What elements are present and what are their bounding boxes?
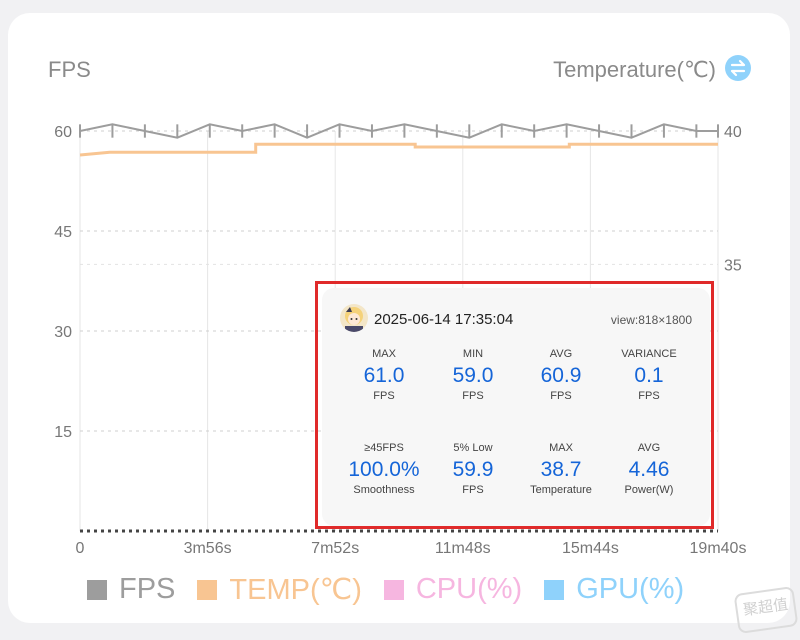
legend-label-temp: TEMP(℃) bbox=[229, 574, 362, 606]
temperature-axis-title: Temperature(℃) bbox=[553, 57, 716, 82]
legend-swatch-gpu bbox=[544, 579, 565, 600]
stat-fps-max: MAX 61.0 FPS bbox=[334, 348, 434, 402]
stat-fps-min: MIN 59.0 FPS bbox=[423, 348, 523, 402]
stat-label: VARIANCE bbox=[621, 348, 677, 360]
stat-value: 59.9 bbox=[452, 458, 494, 481]
stat-label: AVG bbox=[549, 348, 573, 360]
capture-datetime: 2025-06-14 17:35:04 bbox=[374, 311, 514, 328]
stat-label: MIN bbox=[462, 348, 484, 360]
legend-swatch-fps bbox=[87, 579, 107, 600]
y-left-tick-label: 15 bbox=[54, 424, 72, 441]
stat-label: ≥45FPS bbox=[364, 442, 404, 454]
summary-panel: 2025-06-14 17:35:04 view:818×1800 MAX 61… bbox=[322, 288, 710, 526]
stat-unit: Smoothness bbox=[353, 484, 415, 496]
swap-vertical-icon[interactable] bbox=[725, 55, 751, 81]
stat-5pct-low: 5% Low 59.9 FPS bbox=[423, 442, 523, 496]
character-avatar-icon bbox=[340, 304, 368, 332]
legend-item-temp[interactable]: TEMP(℃) bbox=[197, 572, 362, 607]
legend-label-cpu: CPU(%) bbox=[415, 573, 523, 605]
chart-legend: FPS TEMP(℃) CPU(%) GPU(%) bbox=[87, 572, 684, 607]
legend-item-gpu[interactable]: GPU(%) bbox=[544, 573, 684, 606]
stat-unit: FPS bbox=[462, 484, 484, 496]
legend-swatch-cpu bbox=[383, 579, 404, 600]
stat-value: 0.1 bbox=[634, 364, 664, 387]
legend-item-fps[interactable]: FPS bbox=[87, 573, 175, 606]
stat-unit: FPS bbox=[638, 390, 660, 402]
temperature-series-line bbox=[79, 142, 718, 157]
watermark-text: 聚超值 bbox=[742, 595, 790, 620]
x-tick-label: 0 bbox=[76, 540, 85, 557]
legend-swatch-temp bbox=[197, 579, 218, 600]
stat-label: MAX bbox=[549, 442, 573, 454]
stat-avg-power: AVG 4.46 Power(W) bbox=[599, 442, 699, 496]
stat-value: 4.46 bbox=[628, 458, 670, 481]
y-left-tick-label: 45 bbox=[54, 224, 72, 241]
stat-fps-variance: VARIANCE 0.1 FPS bbox=[599, 348, 699, 402]
stat-smoothness: ≥45FPS 100.0% Smoothness bbox=[334, 442, 434, 496]
stat-value: 61.0 bbox=[363, 364, 405, 387]
x-tick-label: 19m40s bbox=[690, 540, 747, 557]
x-tick-label: 11m48s bbox=[435, 540, 491, 557]
y-left-tick-label: 30 bbox=[54, 324, 72, 341]
legend-item-cpu[interactable]: CPU(%) bbox=[383, 573, 523, 606]
swap-icon-graphic bbox=[730, 59, 746, 77]
legend-label-gpu: GPU(%) bbox=[576, 573, 685, 605]
stat-label: AVG bbox=[637, 442, 661, 454]
watermark-logo: 聚超值 bbox=[733, 586, 799, 634]
legend-label-fps: FPS bbox=[119, 573, 176, 605]
stat-unit: Temperature bbox=[530, 484, 592, 496]
x-tick-label: 7m52s bbox=[311, 540, 359, 557]
stat-value: 60.9 bbox=[540, 364, 582, 387]
stat-label: 5% Low bbox=[453, 442, 493, 454]
stat-unit: FPS bbox=[550, 390, 572, 402]
x-tick-label: 3m56s bbox=[184, 540, 232, 557]
stat-value: 38.7 bbox=[540, 458, 582, 481]
stat-unit: FPS bbox=[373, 390, 395, 402]
y-left-tick-label: 60 bbox=[54, 124, 72, 141]
stat-value: 100.0% bbox=[348, 458, 420, 481]
stat-value: 59.0 bbox=[452, 364, 494, 387]
view-size: view:818×1800 bbox=[610, 313, 692, 327]
fps-series-line bbox=[79, 123, 718, 139]
stat-max-temperature: MAX 38.7 Temperature bbox=[511, 442, 611, 496]
x-tick-label: 15m44s bbox=[562, 540, 619, 557]
y-right-tick-label: 40 bbox=[724, 124, 742, 141]
stat-label: MAX bbox=[372, 348, 396, 360]
stat-fps-avg: AVG 60.9 FPS bbox=[511, 348, 611, 402]
y-right-tick-label: 35 bbox=[724, 257, 742, 274]
stat-unit: FPS bbox=[462, 390, 484, 402]
stat-unit: Power(W) bbox=[624, 484, 674, 496]
fps-axis-title: FPS bbox=[48, 57, 91, 82]
